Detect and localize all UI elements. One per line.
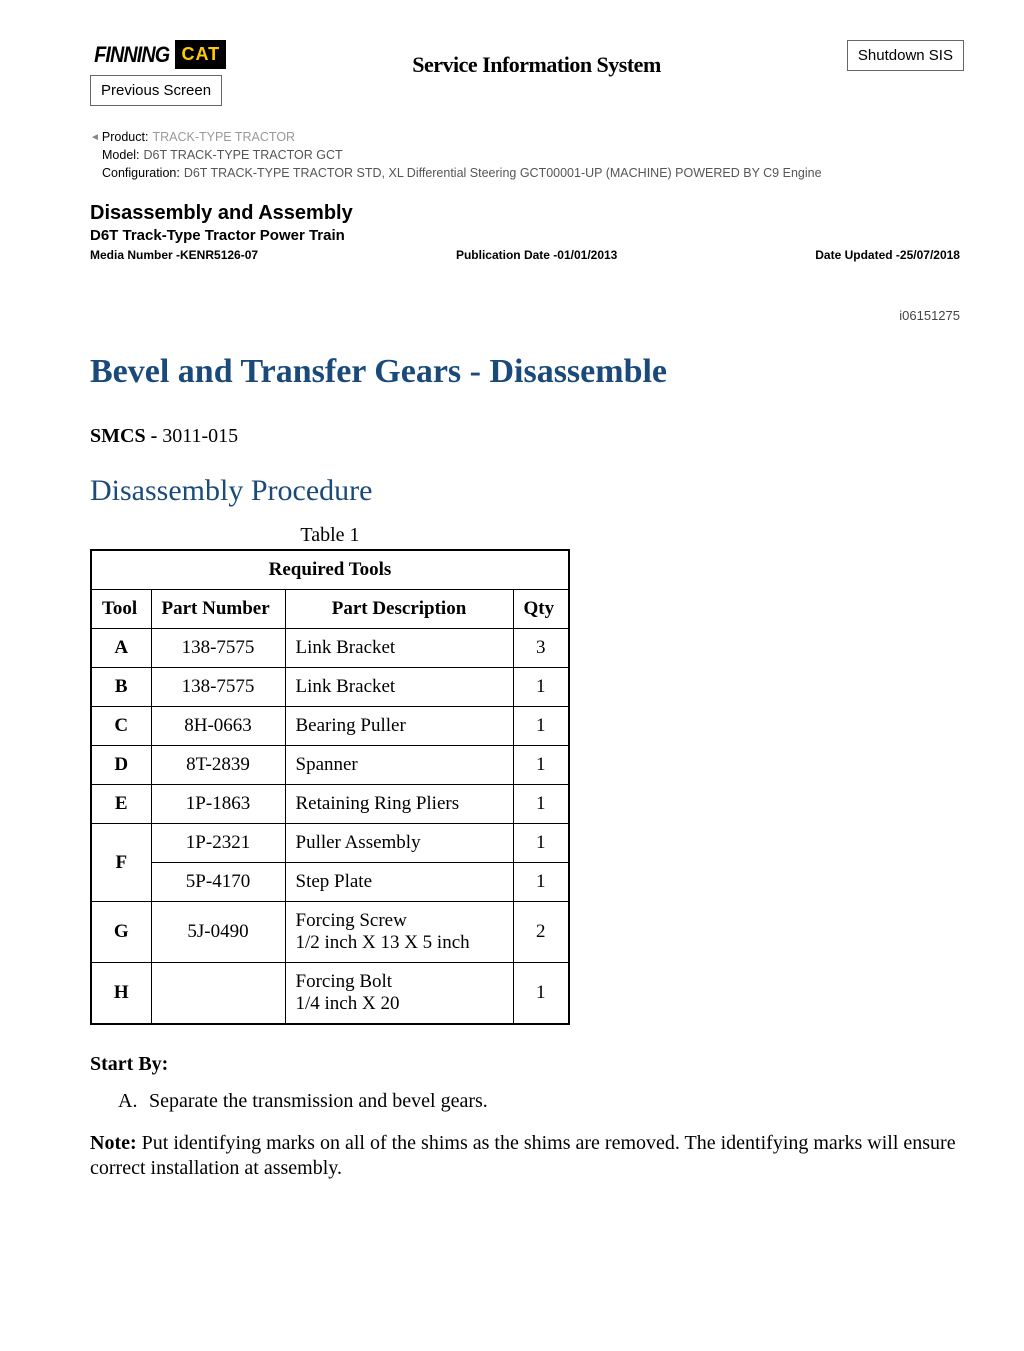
cell-qty: 1 (513, 707, 569, 746)
back-arrow-icon[interactable]: ◄ (90, 132, 100, 143)
logo-finning-text: FINNING (94, 42, 169, 68)
cell-part-number (151, 963, 285, 1025)
header-row: FINNING CAT Previous Screen Service Info… (90, 40, 964, 106)
cell-part-description: Forcing Bolt1/4 inch X 20 (285, 963, 513, 1025)
cell-part-description: Spanner (285, 746, 513, 785)
cell-qty: 1 (513, 963, 569, 1025)
cell-qty: 3 (513, 629, 569, 668)
cell-tool: F (91, 824, 151, 902)
cell-part-description: Link Bracket (285, 629, 513, 668)
table-row: 5P-4170Step Plate1 (91, 863, 569, 902)
cell-part-number: 138-7575 (151, 668, 285, 707)
table-row: D8T-2839Spanner1 (91, 746, 569, 785)
note-text: Put identifying marks on all of the shim… (90, 1132, 956, 1179)
product-meta: ◄ Product: TRACK-TYPE TRACTOR Model: D6T… (90, 130, 964, 180)
document-id: i06151275 (90, 308, 960, 323)
cell-part-description: Step Plate (285, 863, 513, 902)
smcs-label: SMCS - (90, 425, 157, 447)
product-label: Product: (102, 130, 149, 144)
cell-part-number: 1P-1863 (151, 785, 285, 824)
smcs-value: 3011-015 (162, 425, 238, 447)
cell-part-description: Forcing Screw1/2 inch X 13 X 5 inch (285, 902, 513, 963)
cell-qty: 1 (513, 863, 569, 902)
cell-part-description: Puller Assembly (285, 824, 513, 863)
start-by-step: A. Separate the transmission and bevel g… (90, 1090, 964, 1113)
sis-title: Service Information System (412, 52, 661, 78)
config-value: D6T TRACK-TYPE TRACTOR STD, XL Different… (184, 166, 822, 180)
shutdown-sis-button[interactable]: Shutdown SIS (847, 40, 964, 71)
table-row: F1P-2321Puller Assembly1 (91, 824, 569, 863)
page-title: Bevel and Transfer Gears - Disassemble (90, 353, 964, 391)
cell-tool: D (91, 746, 151, 785)
cell-part-description: Retaining Ring Pliers (285, 785, 513, 824)
brand-logo: FINNING CAT (90, 40, 226, 69)
cell-qty: 1 (513, 824, 569, 863)
model-value: D6T TRACK-TYPE TRACTOR GCT (144, 148, 343, 162)
col-part-description: Part Description (285, 590, 513, 629)
col-part-number: Part Number (151, 590, 285, 629)
col-tool: Tool (91, 590, 151, 629)
subsection-title: D6T Track-Type Tractor Power Train (90, 227, 964, 244)
cell-part-description: Link Bracket (285, 668, 513, 707)
required-tools-table: Required Tools Tool Part Number Part Des… (90, 549, 570, 1025)
cell-qty: 1 (513, 785, 569, 824)
table-row: A138-7575Link Bracket3 (91, 629, 569, 668)
col-qty: Qty (513, 590, 569, 629)
cell-part-number: 8H-0663 (151, 707, 285, 746)
step-text: Separate the transmission and bevel gear… (149, 1090, 488, 1112)
cell-tool: E (91, 785, 151, 824)
cell-tool: H (91, 963, 151, 1025)
table-caption: Table 1 (90, 524, 570, 547)
product-value: TRACK-TYPE TRACTOR (152, 130, 295, 144)
cell-tool: B (91, 668, 151, 707)
table-row: G5J-0490Forcing Screw1/2 inch X 13 X 5 i… (91, 902, 569, 963)
date-updated: Date Updated -25/07/2018 (815, 248, 960, 262)
cell-qty: 1 (513, 668, 569, 707)
start-by-heading: Start By: (90, 1053, 964, 1076)
publication-date: Publication Date -01/01/2013 (456, 248, 617, 262)
cell-qty: 1 (513, 746, 569, 785)
model-label: Model: (102, 148, 140, 162)
note-label: Note: (90, 1132, 137, 1154)
publication-row: Media Number -KENR5126-07 Publication Da… (90, 248, 960, 262)
cell-part-number: 8T-2839 (151, 746, 285, 785)
table-row: B138-7575Link Bracket1 (91, 668, 569, 707)
cell-tool: C (91, 707, 151, 746)
table-row: H Forcing Bolt1/4 inch X 201 (91, 963, 569, 1025)
section-title: Disassembly and Assembly (90, 202, 964, 225)
logo-cat-text: CAT (175, 40, 226, 69)
cell-part-description: Bearing Puller (285, 707, 513, 746)
cell-tool: A (91, 629, 151, 668)
cell-qty: 2 (513, 902, 569, 963)
note-paragraph: Note: Put identifying marks on all of th… (90, 1131, 960, 1181)
config-label: Configuration: (102, 166, 180, 180)
cell-tool: G (91, 902, 151, 963)
step-marker: A. (118, 1090, 144, 1113)
table-row: E1P-1863Retaining Ring Pliers1 (91, 785, 569, 824)
table-row: C8H-0663Bearing Puller1 (91, 707, 569, 746)
procedure-heading: Disassembly Procedure (90, 474, 964, 508)
smcs-line: SMCS - 3011-015 (90, 425, 964, 448)
previous-screen-button[interactable]: Previous Screen (90, 75, 222, 106)
table-header: Required Tools (91, 550, 569, 590)
media-number: Media Number -KENR5126-07 (90, 248, 258, 262)
cell-part-number: 5P-4170 (151, 863, 285, 902)
cell-part-number: 1P-2321 (151, 824, 285, 863)
cell-part-number: 5J-0490 (151, 902, 285, 963)
cell-part-number: 138-7575 (151, 629, 285, 668)
